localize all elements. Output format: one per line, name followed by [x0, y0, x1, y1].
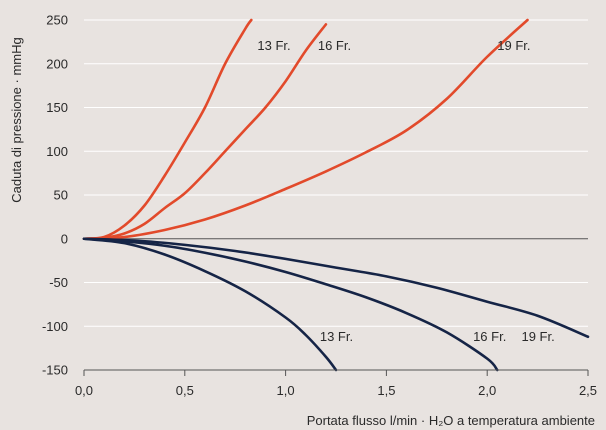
curve-label: 13 Fr.: [257, 38, 290, 53]
curve-label: 19 Fr.: [497, 38, 530, 53]
y-tick-label: 50: [54, 188, 68, 203]
x-tick-label: 0,0: [75, 383, 93, 398]
y-tick-label: -100: [42, 319, 68, 334]
y-axis-title: Caduta di pressione · mmHg: [9, 37, 24, 202]
series-lines: [82, 18, 590, 372]
series-line-negative-19-fr: [82, 237, 590, 339]
y-tick-label: 0: [61, 231, 68, 246]
series-line-positive-16-fr: [82, 23, 328, 241]
x-axis-ticks: 0,0 0,5 1,0 1,5 2,0 2,5: [75, 369, 597, 398]
curve-label: 19 Fr.: [521, 329, 554, 344]
y-tick-label: 150: [46, 100, 68, 115]
x-tick-label: 2,0: [478, 383, 496, 398]
grid-lines: [84, 19, 588, 371]
series-line-negative-16-fr: [82, 237, 499, 372]
x-tick-label: 1,5: [377, 383, 395, 398]
y-axis-ticks: 250 200 150 100 50 0 -50 -100 -150: [42, 13, 68, 378]
x-tick-label: 1,0: [277, 383, 295, 398]
series-line-positive-19-fr: [82, 18, 529, 241]
x-tick-label: 0,5: [176, 383, 194, 398]
y-tick-label: 100: [46, 144, 68, 159]
curve-label: 16 Fr.: [473, 329, 506, 344]
curve-label: 13 Fr.: [320, 329, 353, 344]
series-line-positive-13-fr: [82, 18, 253, 241]
y-tick-label: 200: [46, 56, 68, 71]
series-line-negative-13-fr: [82, 237, 338, 372]
y-tick-label: 250: [46, 13, 68, 28]
curve-label: 16 Fr.: [318, 38, 351, 53]
x-tick-label: 2,5: [579, 383, 597, 398]
curve-labels: 13 Fr. 16 Fr. 19 Fr. 13 Fr. 16 Fr. 19 Fr.: [257, 38, 554, 344]
x-axis-title: Portata flusso l/min · H₂O a temperatura…: [307, 413, 595, 428]
y-tick-label: -150: [42, 363, 68, 378]
y-tick-label: -50: [49, 275, 68, 290]
